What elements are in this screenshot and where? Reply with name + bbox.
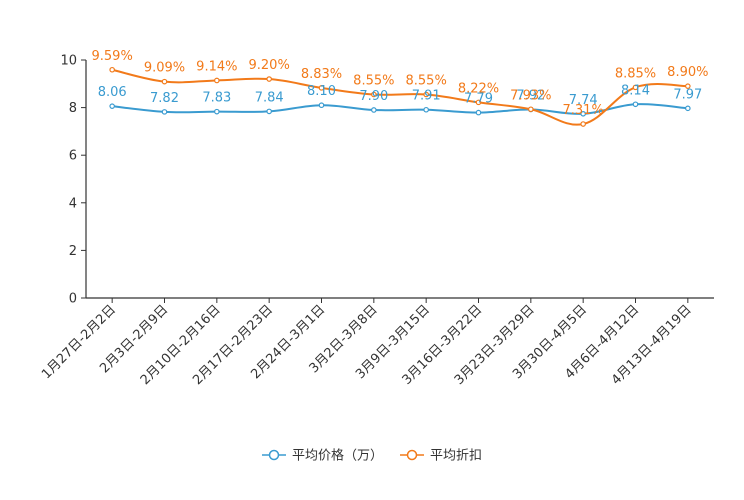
series-0-point[interactable] [318, 102, 325, 109]
series-0-data-label: 7.74 [569, 93, 598, 108]
y-tick-label: 6 [69, 149, 77, 164]
series-1-data-label: 8.85% [615, 66, 656, 81]
series-line-1 [111, 68, 688, 126]
y-tick-label: 4 [69, 196, 77, 211]
series-1-point[interactable] [266, 76, 272, 82]
series-0-data-label: 8.06 [98, 85, 127, 100]
series-0-point[interactable] [214, 108, 220, 115]
series-0-point[interactable] [580, 110, 586, 117]
series-1-data-label: 8.55% [353, 74, 394, 89]
series-layer [109, 66, 691, 127]
series-1-point[interactable] [318, 85, 325, 91]
series-1-data-label: 9.14% [196, 59, 237, 74]
series-0-point[interactable] [685, 105, 691, 112]
series-1-data-label: 9.20% [249, 58, 290, 73]
legend-label: 平均价格（万） [292, 448, 383, 464]
series-1-point[interactable] [632, 84, 639, 91]
series-1-point[interactable] [685, 83, 691, 89]
series-1-point[interactable] [423, 91, 429, 98]
series-1-data-label: 8.83% [301, 67, 342, 82]
series-0-point[interactable] [475, 109, 482, 116]
series-0-point[interactable] [632, 101, 639, 108]
series-0-data-label: 7.83 [202, 91, 231, 106]
series-0-data-label: 8.10 [307, 84, 336, 99]
legend-item-0[interactable]: 平均价格（万） [262, 448, 383, 464]
series-0-data-label: 7.97 [673, 87, 702, 102]
series-0-point[interactable] [161, 109, 168, 115]
series-0-data-label: 7.84 [255, 90, 284, 105]
series-1-data-label: 8.55% [406, 74, 447, 89]
y-tick-label: 0 [69, 292, 77, 307]
series-1-point[interactable] [371, 91, 377, 98]
series-1-data-label: 9.09% [144, 61, 185, 76]
series-1-data-label: 9.59% [92, 49, 133, 64]
series-1-point[interactable] [214, 77, 220, 84]
series-0-data-label: 7.82 [150, 91, 179, 106]
series-0-point[interactable] [371, 107, 377, 113]
series-1-point[interactable] [475, 99, 482, 106]
series-1-data-label: 8.90% [667, 65, 708, 80]
series-0-point[interactable] [109, 103, 115, 109]
series-0-data-label: 8.14 [621, 83, 650, 98]
series-0-data-label: 7.91 [412, 89, 441, 104]
series-1-data-label: 8.22% [458, 81, 499, 96]
series-0-point[interactable] [266, 108, 272, 115]
series-0-point[interactable] [423, 106, 429, 113]
y-tick-label: 8 [69, 101, 77, 116]
series-1-point[interactable] [528, 106, 534, 113]
series-0-data-label: 7.92 [516, 89, 545, 104]
series-line-0 [112, 103, 688, 115]
legend-label: 平均折扣 [430, 449, 482, 464]
series-1-point[interactable] [109, 66, 115, 73]
series-1-point[interactable] [161, 78, 168, 85]
series-1-data-label: 7.31% [563, 103, 604, 118]
legend-marker-icon [406, 449, 418, 461]
series-1-data-label: 7.93% [510, 88, 551, 103]
y-tick-label: 10 [60, 54, 77, 69]
legend[interactable]: 平均价格（万） 平均折扣 [262, 448, 482, 464]
series-0-data-label: 7.90 [359, 89, 388, 104]
legend-item-1[interactable]: 平均折扣 [400, 449, 482, 464]
data-labels: 8.06 7.82 7.83 7.84 8.10 7.90 7.91 7.79 7.92 7.74… [92, 49, 709, 118]
series-0-data-label: 7.79 [464, 92, 493, 107]
y-tick-label: 2 [69, 244, 77, 259]
series-1-point[interactable] [580, 121, 586, 127]
legend-marker-icon [268, 449, 280, 461]
